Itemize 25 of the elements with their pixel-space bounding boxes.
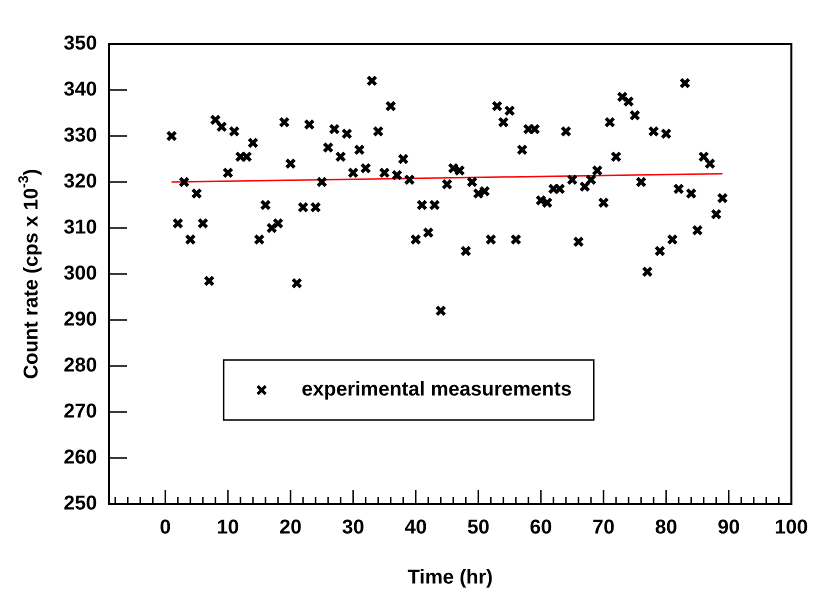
y-tick-label: 350 bbox=[64, 32, 97, 54]
x-tick-label: 50 bbox=[467, 516, 490, 539]
y-tick-label: 310 bbox=[64, 216, 97, 238]
y-tick-label: 260 bbox=[64, 446, 97, 468]
legend-label: experimental measurements bbox=[302, 378, 572, 401]
x-axis-title: Time (hr) bbox=[408, 566, 493, 589]
y-tick-label: 290 bbox=[64, 308, 97, 330]
y-tick-label: 280 bbox=[64, 354, 97, 376]
y-tick-label: 330 bbox=[64, 124, 97, 146]
x-tick-label: 60 bbox=[530, 516, 552, 539]
x-tick-label: 30 bbox=[342, 516, 364, 539]
y-tick-label: 340 bbox=[64, 78, 97, 100]
x-tick-label: 100 bbox=[774, 516, 808, 539]
x-tick-label: 80 bbox=[654, 516, 678, 539]
x-tick-label: 70 bbox=[592, 516, 615, 539]
y-tick-label: 300 bbox=[64, 262, 97, 284]
y-tick-label: 270 bbox=[64, 400, 97, 422]
x-tick-label: 0 bbox=[160, 516, 171, 539]
y-tick-label: 250 bbox=[64, 492, 97, 514]
y-tick-label: 320 bbox=[64, 170, 97, 192]
x-tick-label: 20 bbox=[279, 516, 302, 539]
y-axis-title: Count rate (cps x 10-3) bbox=[14, 168, 43, 380]
x-tick-label: 40 bbox=[404, 516, 427, 539]
x-tick-label: 90 bbox=[718, 516, 740, 539]
x-tick-label: 10 bbox=[216, 516, 240, 539]
